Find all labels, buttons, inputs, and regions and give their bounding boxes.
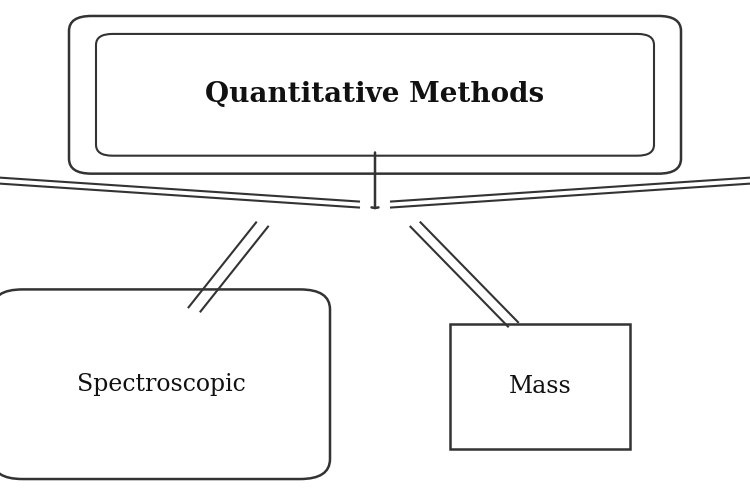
FancyBboxPatch shape — [96, 34, 654, 156]
Bar — [450, 324, 630, 449]
FancyBboxPatch shape — [0, 289, 330, 479]
Text: Quantitative Methods: Quantitative Methods — [206, 81, 544, 108]
Text: Spectroscopic: Spectroscopic — [76, 373, 246, 396]
FancyBboxPatch shape — [69, 16, 681, 174]
Text: Mass: Mass — [509, 375, 572, 398]
